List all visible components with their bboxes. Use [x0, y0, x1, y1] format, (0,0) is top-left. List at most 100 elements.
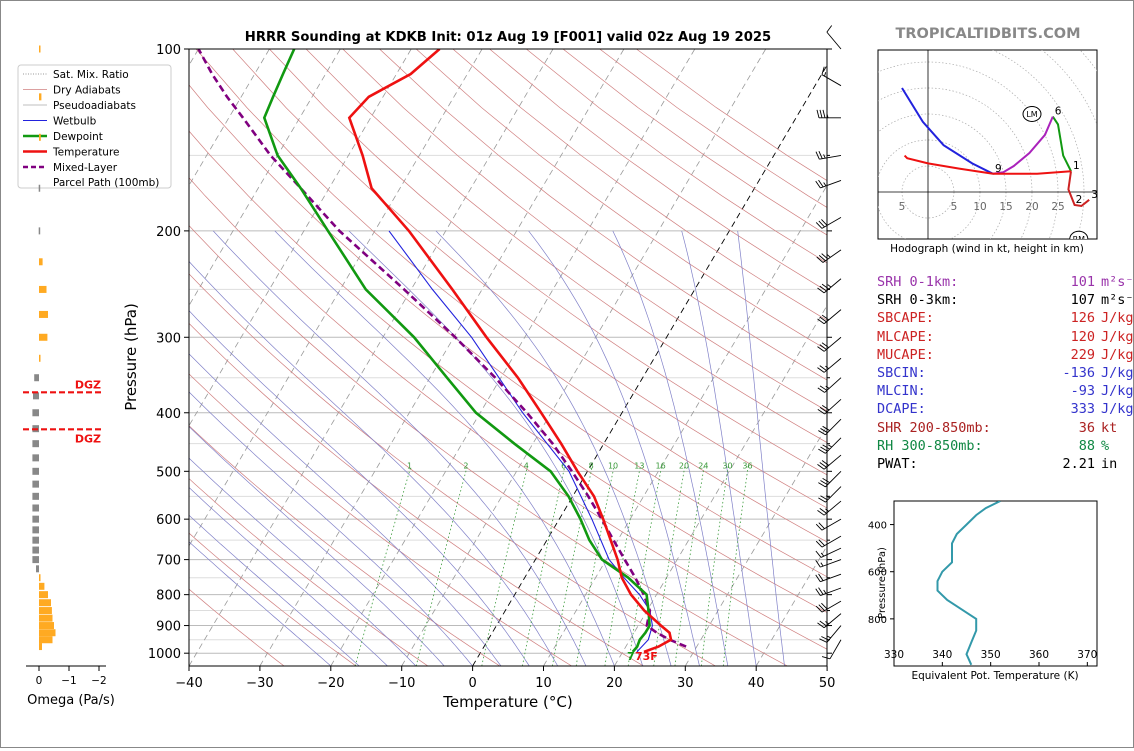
skewt-background-lines: 1 2 4 6 8 10 13 16 20 24 30 36 — [189, 49, 827, 666]
barb-flag — [817, 387, 825, 393]
parameter-row: MUCAPE: 229 J/kg — [877, 346, 1134, 364]
barb-half-flag — [820, 552, 825, 557]
mixing-ratio-line — [701, 465, 729, 666]
barb-flag — [815, 574, 821, 582]
pseudoadiabat-line — [189, 426, 445, 666]
mixing-ratio-label: 2 — [463, 461, 468, 470]
omega-bar — [39, 93, 42, 101]
omega-panel: DGZ DGZ 0 −1 −2 — [23, 45, 107, 687]
parameter-unit: m²s⁻² — [1101, 292, 1134, 309]
wind-barb — [817, 357, 842, 373]
omega-bar — [39, 636, 53, 644]
barb-flag — [817, 622, 825, 629]
isotherm-line — [472, 64, 827, 666]
omega-bar — [39, 574, 41, 582]
barb-flag — [819, 365, 827, 371]
legend-item: Pseudoadiabats — [23, 100, 136, 112]
omega-bar — [32, 526, 39, 534]
parameter-row: MLCIN: -93 J/kg — [877, 382, 1134, 400]
mixing-ratio-line — [722, 465, 749, 666]
omega-tick-label: −1 — [61, 675, 76, 687]
wind-barb — [817, 454, 842, 470]
theta-e-x-tick-label: 360 — [1029, 649, 1049, 661]
omega-bar — [32, 492, 39, 500]
barb-flag — [815, 588, 821, 596]
theta-e-y-tick-label: 400 — [868, 521, 887, 532]
hodograph-ring-label: 20 — [1025, 201, 1038, 213]
barb-staff — [826, 31, 842, 50]
barb-flag — [817, 464, 825, 470]
barb-flag — [815, 605, 823, 613]
barb-flag — [818, 604, 825, 611]
pseudoadiabat-line — [189, 541, 332, 666]
barb-flag — [820, 446, 828, 452]
barb-staff — [823, 613, 842, 629]
barb-half-flag — [825, 495, 830, 499]
omega-bar — [32, 546, 39, 554]
parameter-value: 126 — [1070, 310, 1095, 327]
barb-staff — [825, 486, 842, 503]
legend-label: Sat. Mix. Ratio — [53, 69, 129, 81]
parameter-label: PWAT: — [877, 456, 918, 473]
barb-half-flag — [823, 182, 827, 187]
omega-bar — [33, 392, 39, 400]
x-tick-label: 20 — [606, 676, 623, 691]
barb-half-flag — [823, 154, 826, 159]
wind-barb — [819, 625, 842, 643]
mixing-ratio-label: 10 — [608, 461, 618, 470]
barb-flag — [818, 522, 825, 529]
rm-circle — [1069, 230, 1089, 239]
mixing-ratio-line — [674, 465, 705, 666]
barb-flag — [818, 179, 824, 188]
dry-adiabat-line — [189, 373, 572, 666]
parameter-label: SRH 0-1km: — [877, 274, 959, 290]
lm-circle — [1022, 106, 1042, 122]
hodograph-trace — [993, 170, 1072, 175]
right-mover-marker: RM — [1069, 230, 1089, 239]
omega-bar — [39, 333, 48, 341]
legend-label: Pseudoadiabats — [53, 100, 136, 112]
barb-staff — [825, 470, 842, 488]
dry-adiabat-line — [189, 130, 827, 613]
omega-bar — [36, 565, 39, 573]
barb-flag — [818, 587, 824, 595]
wind-barbs — [815, 25, 842, 666]
parameter-label: SHR 200-850mb: — [877, 419, 991, 436]
omega-bar — [39, 258, 43, 266]
hodograph-panel: 5 5 10 15 20 25 1 2 3 6 9 LM RM — [877, 49, 1098, 240]
barb-flag — [819, 638, 828, 643]
dry-adiabat-line — [189, 273, 716, 666]
barb-flag — [821, 219, 828, 226]
barb-staff — [820, 559, 842, 568]
omega-bar — [32, 515, 39, 523]
barb-flag — [820, 495, 828, 501]
surface-dewpoint-label: 7 — [627, 650, 635, 663]
barb-staff — [821, 217, 842, 229]
barb-staff — [820, 179, 842, 189]
barb-flag — [822, 444, 830, 450]
dry-adiabat-line — [189, 322, 644, 666]
hodograph-height-label: 2 — [1076, 194, 1083, 206]
barb-flag — [822, 478, 830, 484]
mixing-ratio-line — [522, 465, 566, 666]
hodograph-ring-label: 5 — [899, 201, 906, 213]
mixing-ratio-line — [481, 465, 528, 666]
dry-adiabat-line — [189, 588, 285, 666]
barb-half-flag — [820, 562, 824, 567]
pseudoadiabat-line — [612, 230, 729, 666]
parameter-value: 120 — [1070, 328, 1095, 345]
dry-adiabat-line — [189, 84, 827, 578]
y-tick-label: 800 — [156, 589, 181, 604]
temperature-line — [347, 49, 673, 654]
dry-adiabat-line — [189, 224, 788, 666]
hodograph-height-label: 6 — [1055, 106, 1062, 118]
dry-adiabat-line — [415, 49, 827, 351]
barb-staff — [823, 278, 842, 294]
skewt-profiles — [197, 49, 687, 654]
theta-e-x-tick-label: 370 — [1077, 649, 1097, 661]
y-tick-label: 300 — [156, 331, 181, 346]
hodograph-trace — [1067, 171, 1090, 208]
chart-title: HRRR Sounding at KDKB Init: 01z Aug 19 [… — [245, 30, 771, 45]
barb-flag — [815, 151, 820, 160]
